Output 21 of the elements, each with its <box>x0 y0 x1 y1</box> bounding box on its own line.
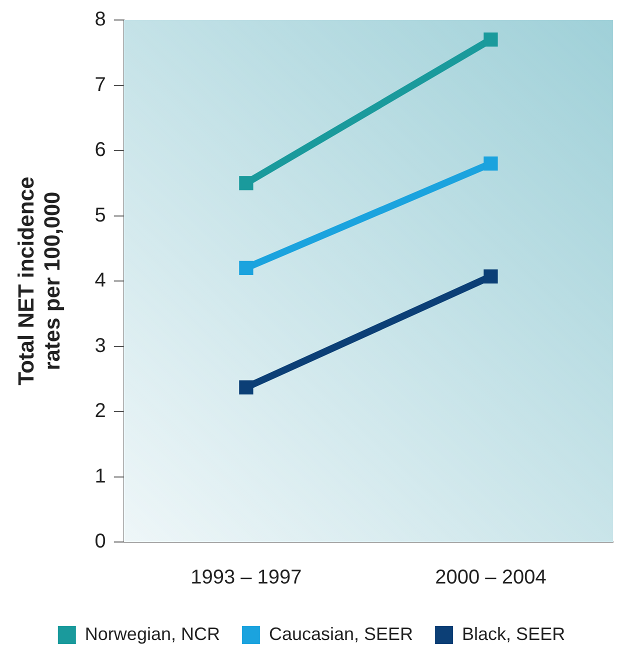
point <box>484 269 498 284</box>
y-tick-label: 6 <box>94 139 106 162</box>
y-tick-label: 5 <box>94 204 106 226</box>
point <box>239 260 254 276</box>
legend-label: Black, SEER <box>462 624 566 644</box>
legend-label: Caucasian, SEER <box>268 624 414 644</box>
y-tick-label: 1 <box>94 465 106 488</box>
y-tick-label: 7 <box>94 74 106 96</box>
x-tick-label: 1993 – 1997 <box>190 566 302 589</box>
point <box>239 380 254 394</box>
y-tick-label: 8 <box>94 8 106 31</box>
point <box>239 176 254 190</box>
y-tick-label: 2 <box>94 400 106 422</box>
point <box>484 156 498 171</box>
y-tick-label: 0 <box>94 530 106 553</box>
legend-label: Norwegian, NCR <box>84 624 220 644</box>
y-tick-label: 4 <box>94 270 106 292</box>
x-tick-label: 2000 – 2004 <box>435 566 546 589</box>
point <box>484 32 498 47</box>
y-tick-label: 3 <box>94 334 106 357</box>
y-axis-title: Total NET incidence rates per 100,000 <box>13 176 65 386</box>
